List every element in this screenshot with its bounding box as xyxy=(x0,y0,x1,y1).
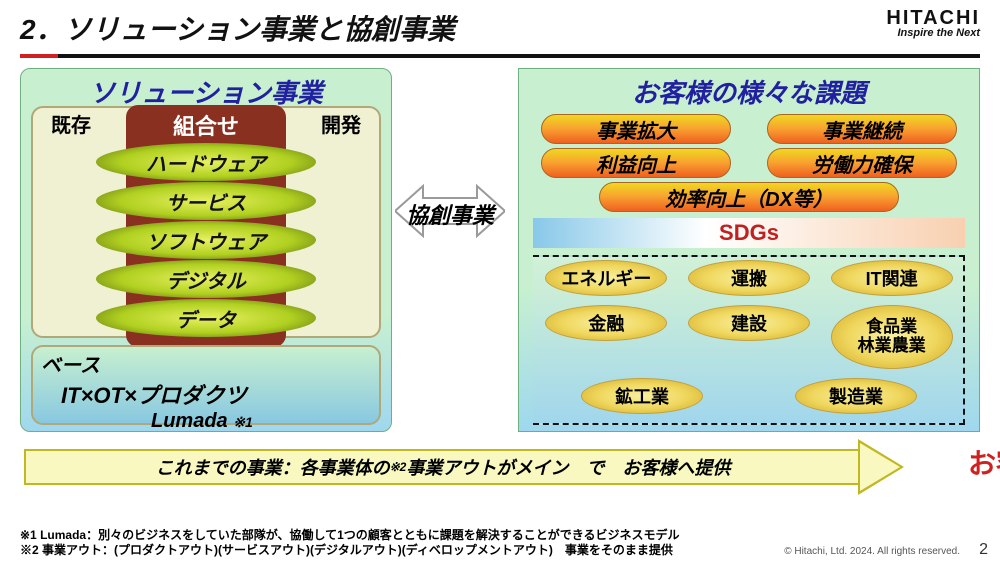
label-existing: 既存 xyxy=(51,109,91,138)
base-lumada: Lumada xyxy=(151,410,228,432)
header-underline-accent xyxy=(20,54,58,58)
ellipse-item: ソフトウェア xyxy=(96,221,316,259)
brand-name: HITACHI xyxy=(886,8,980,28)
header-underline xyxy=(20,54,980,58)
bottom-text-a: これまでの事業：各事業体の xyxy=(156,454,390,480)
footnote-1: ※1 Lumada：別々のビジネスをしていた部隊が、協働して1つの顧客とともに課… xyxy=(20,528,980,544)
industry-stack-line: 林業農業 xyxy=(858,337,926,356)
pill-item-wide: 効率向上（DX等） xyxy=(599,182,899,212)
base-line1: ベース xyxy=(41,349,371,378)
industries-wrap: エネルギー 運搬 IT関連 金融 建設 食品業 林業農業 鉱工業 製造業 xyxy=(533,249,965,425)
industry-oval: エネルギー xyxy=(545,260,667,296)
base-box: ベース IT×OT×プロダクツ Lumada ※1 xyxy=(31,345,381,425)
ellipse-item: ハードウェア xyxy=(96,143,316,181)
base-line3: Lumada ※1 xyxy=(41,410,371,433)
pill-row-1: 事業拡大 事業継続 xyxy=(519,114,979,144)
double-arrow: 協創事業 xyxy=(395,180,505,247)
footnote-ref-2: ※2 xyxy=(390,460,407,474)
arrow-head-icon xyxy=(858,439,904,495)
industry-oval: 建設 xyxy=(688,305,810,341)
pill-item: 事業拡大 xyxy=(541,114,731,144)
ellipse-item: デジタル xyxy=(96,260,316,298)
page-number: 2 xyxy=(979,541,988,559)
footnote-ref-1: ※1 xyxy=(233,414,253,430)
ellipse-stack: ハードウェア サービス ソフトウェア デジタル データ xyxy=(96,143,316,338)
bottom-text-b: 事業アウトがメイン で お客様へ提供 xyxy=(406,454,730,480)
label-combine: 組合せ xyxy=(173,109,239,141)
customer-label: お客様 xyxy=(968,442,1000,482)
industry-oval-stack: 食品業 林業農業 xyxy=(831,305,953,369)
ellipse-item: サービス xyxy=(96,182,316,220)
copyright: © Hitachi, Ltd. 2024. All rights reserve… xyxy=(784,546,960,557)
content-area: ソリューション事業 既存 組合せ 開発 ハードウェア サービス ソフトウェア デ… xyxy=(20,68,980,489)
industry-stack-line: 食品業 xyxy=(866,318,917,337)
page-title: 2．ソリューション事業と協創事業 xyxy=(20,8,455,48)
pill-row-3: 効率向上（DX等） xyxy=(519,182,979,212)
pill-item: 利益向上 xyxy=(541,148,731,178)
right-panel: お客様の様々な課題 事業拡大 事業継続 利益向上 労働力確保 効率向上（DX等）… xyxy=(518,68,980,432)
base-line2: IT×OT×プロダクツ xyxy=(41,378,371,410)
left-panel: ソリューション事業 既存 組合せ 開発 ハードウェア サービス ソフトウェア デ… xyxy=(20,68,392,432)
pill-item: 事業継続 xyxy=(767,114,957,144)
brand-tagline: Inspire the Next xyxy=(886,28,980,39)
pill-row-2: 利益向上 労働力確保 xyxy=(519,148,979,178)
industry-oval: IT関連 xyxy=(831,260,953,296)
right-panel-title: お客様の様々な課題 xyxy=(519,69,979,110)
industry-oval: 運搬 xyxy=(688,260,810,296)
industry-oval: 鉱工業 xyxy=(581,378,703,414)
double-arrow-label: 協創事業 xyxy=(406,198,494,230)
industry-oval: 製造業 xyxy=(795,378,917,414)
label-develop: 開発 xyxy=(321,109,361,138)
brand-block: HITACHI Inspire the Next xyxy=(886,8,980,39)
bottom-arrow: これまでの事業：各事業体の ※2 事業アウトがメイン で お客様へ提供 xyxy=(24,443,904,491)
header: 2．ソリューション事業と協創事業 HITACHI Inspire the Nex… xyxy=(0,0,1000,52)
sdgs-bar: SDGs xyxy=(533,218,965,248)
ellipse-item: データ xyxy=(96,299,316,337)
left-panel-title: ソリューション事業 xyxy=(21,69,391,110)
pill-item: 労働力確保 xyxy=(767,148,957,178)
bottom-arrow-body: これまでの事業：各事業体の ※2 事業アウトがメイン で お客様へ提供 xyxy=(24,449,860,485)
industry-oval: 金融 xyxy=(545,305,667,341)
